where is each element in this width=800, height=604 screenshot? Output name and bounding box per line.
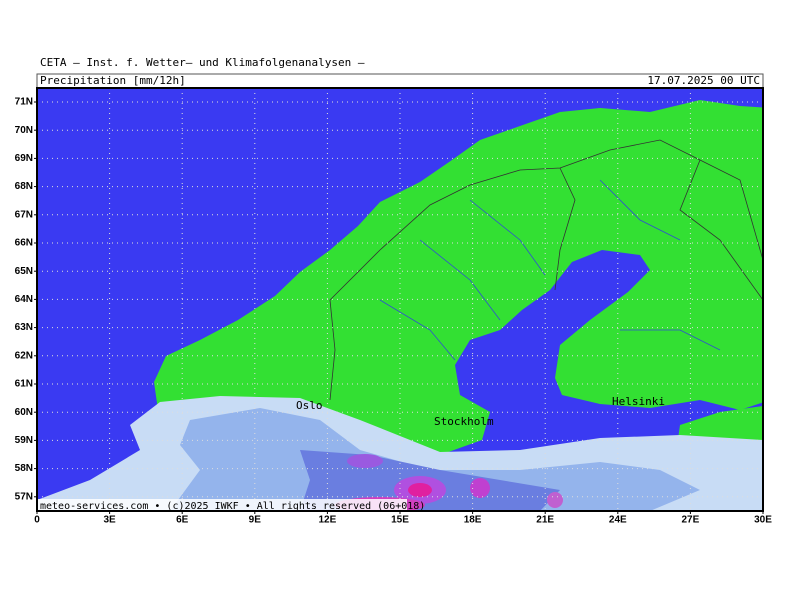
lat-label: 60N [15, 407, 33, 418]
grid [37, 88, 763, 511]
lat-label: 58N [15, 463, 33, 474]
city-label: Oslo [296, 399, 323, 412]
valid-time: 17.07.2025 00 UTC [647, 74, 760, 87]
lon-label: 3E [103, 515, 116, 526]
lon-label: 12E [319, 515, 337, 526]
lat-label: 64N [15, 294, 33, 305]
lat-label: 63N [15, 322, 33, 333]
land [154, 100, 763, 455]
lat-label: 69N [15, 153, 33, 164]
river [379, 179, 721, 361]
city-label: Stockholm [434, 415, 494, 428]
title: CETA — Inst. f. Wetter— und Klimafolgena… [40, 56, 365, 69]
precip-cell [470, 478, 490, 498]
lon-label: 0 [34, 515, 40, 526]
map-area: Oslo Stockholm Helsinki meteo-services.c… [37, 88, 763, 512]
lon-label: 15E [391, 515, 409, 526]
lon-label: 6E [176, 515, 189, 526]
precip-cell [347, 454, 383, 468]
lon-label: 18E [464, 515, 482, 526]
lat-label: 68N [15, 181, 33, 192]
lat-label: 70N [15, 125, 33, 136]
footer-box [37, 499, 407, 511]
lat-label: 62N [15, 350, 33, 361]
lat-label: 71N [15, 97, 33, 108]
lon-label: 9E [249, 515, 262, 526]
lon-label: 21E [536, 515, 554, 526]
lat-label: 57N [15, 491, 33, 502]
border [329, 139, 763, 401]
lat-label: 66N [15, 238, 33, 249]
lat-label: 61N [15, 379, 33, 390]
lat-label: 59N [15, 435, 33, 446]
footer: meteo-services.com • (c)2025 IWKF • All … [40, 501, 425, 512]
precip-cell [547, 492, 563, 508]
lon-label: 27E [682, 515, 700, 526]
lon-label: 30E [754, 515, 772, 526]
precip-cell [408, 483, 432, 497]
city-label: Helsinki [612, 395, 665, 408]
lat-label: 67N [15, 209, 33, 220]
product: Precipitation [mm/12h] [40, 74, 186, 87]
lat-label: 65N [15, 266, 33, 277]
precip-medium [170, 408, 700, 511]
lon-label: 24E [609, 515, 627, 526]
